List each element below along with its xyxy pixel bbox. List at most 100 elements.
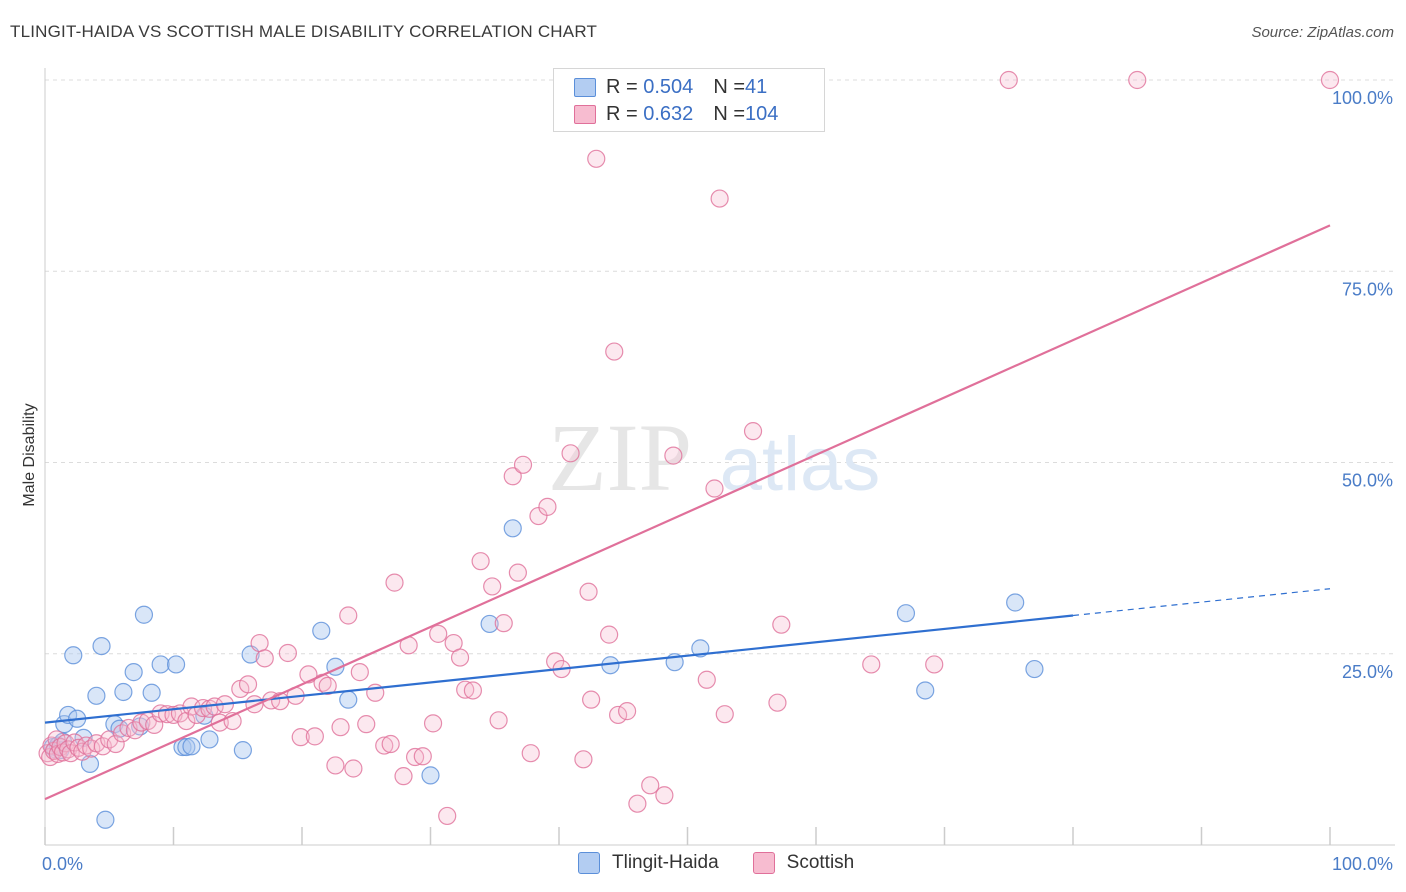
point-scottish-78 [503,467,522,486]
point-scottish-110 [1128,70,1147,90]
point-scottish-62 [385,573,404,592]
trend-line-scottish [44,224,1331,801]
point-scottish-60 [375,736,394,755]
point-scottish-41 [245,695,264,714]
point-tlingit-haida-33 [421,766,440,785]
legend-row-tlingit-haida: R = 0.504 N = 41 [574,74,767,100]
point-tlingit-haida-21 [151,655,170,674]
x-tick-label-1: 100.0% [1332,854,1393,874]
point-scottish-56 [344,759,363,778]
point-tlingit-haida-41 [1006,593,1025,612]
point-scottish-75 [483,577,502,596]
legend-label-scottish: Scottish [786,852,855,873]
point-scottish-102 [715,705,734,724]
point-scottish-93 [609,705,628,725]
point-tlingit-haida-25 [182,737,201,756]
point-scottish-109 [999,70,1018,90]
point-scottish-103 [743,422,763,441]
point-tlingit-haida-39 [896,604,916,623]
y-tick-label-1: 50.0% [1342,471,1393,491]
point-scottish-71 [450,648,470,667]
point-scottish-107 [862,655,881,674]
y-tick-label-0: 25.0% [1342,662,1393,682]
watermark-atlas: atlas [720,422,881,507]
stats-legend: R = 0.504 N = 41 R = 0.632 N = 104 [553,68,825,132]
point-tlingit-haida-7 [64,646,83,665]
legend-r-label: R = [606,102,638,125]
point-scottish-66 [413,747,432,766]
point-scottish-42 [250,633,269,653]
legend-item-tlingit-haida: Tlingit-Haida [578,852,719,874]
point-scottish-95 [628,794,647,813]
point-scottish-81 [521,744,540,763]
point-tlingit-haida-16 [114,682,133,702]
point-tlingit-haida-17 [124,663,143,682]
chart-title: TLINGIT-HAIDA VS SCOTTISH MALE DISABILIT… [10,22,598,41]
point-scottish-86 [561,444,580,463]
trend-lines [44,224,1331,801]
series-legend: Tlingit-Haida Scottish [578,852,888,874]
point-scottish-40 [238,675,258,694]
point-tlingit-haida-28 [233,741,252,760]
legend-n-label: N = [713,102,745,125]
point-scottish-68 [429,624,448,643]
point-scottish-79 [508,563,527,582]
point-scottish-58 [357,715,376,734]
point-scottish-43 [255,649,274,668]
point-tlingit-haida-11 [87,686,106,705]
legend-label-tlingit-haida: Tlingit-Haida [612,852,719,873]
point-scottish-77 [494,614,513,633]
legend-swatch-tlingit-haida [574,77,596,97]
legend-r-label: R = [606,75,638,98]
trend-line-tlingit-haida [44,614,1074,724]
legend-swatch-tlingit-haida [578,852,600,874]
point-scottish-90 [587,149,606,168]
point-tlingit-haida-42 [1025,659,1044,679]
point-scottish-61 [381,734,400,754]
point-scottish-65 [405,747,425,767]
point-scottish-96 [641,776,660,795]
point-scottish-91 [600,625,619,644]
point-scottish-57 [350,663,369,682]
point-scottish-73 [463,681,483,700]
point-scottish-46 [278,643,297,663]
point-scottish-100 [705,479,724,498]
point-scottish-74 [471,552,490,571]
point-scottish-105 [772,615,791,634]
y-tick-label-2: 75.0% [1342,279,1393,299]
point-scottish-94 [618,702,637,721]
point-scottish-48 [291,728,310,747]
point-scottish-52 [318,676,337,695]
point-scottish-80 [513,455,533,474]
point-scottish-89 [582,690,601,709]
legend-row-scottish: R = 0.632 N = 104 [574,101,778,127]
point-scottish-101 [710,189,729,208]
x-tick-label-0: 0.0% [42,854,83,874]
point-tlingit-haida-30 [312,621,331,640]
point-scottish-67 [423,714,443,733]
point-scottish-76 [489,711,508,730]
point-tlingit-haida-13 [96,810,115,829]
source-label: Source: ZipAtlas.com [1251,24,1394,41]
point-scottish-83 [538,497,557,516]
point-tlingit-haida-12 [92,636,111,656]
point-tlingit-haida-22 [166,655,186,674]
tick-labels: 25.0% 50.0% 75.0% 100.0% 0.0% 100.0% [42,88,1393,874]
point-scottish-53 [326,756,345,775]
legend-n-value: 104 [745,102,779,125]
legend-n-label: N = [713,75,745,98]
legend-n-value: 41 [745,75,768,98]
point-scottish-108 [925,655,944,674]
point-scottish-111 [1320,70,1340,90]
y-tick-label-3: 100.0% [1332,88,1393,108]
legend-r-value: 0.632 [643,102,694,125]
point-tlingit-haida-40 [916,681,935,700]
point-scottish-19 [106,734,125,754]
legend-r-value: 0.504 [643,75,694,98]
data-points [38,70,1340,829]
point-tlingit-haida-27 [200,730,219,749]
point-scottish-87 [574,750,593,769]
point-scottish-88 [579,582,598,601]
point-scottish-25 [145,715,164,734]
